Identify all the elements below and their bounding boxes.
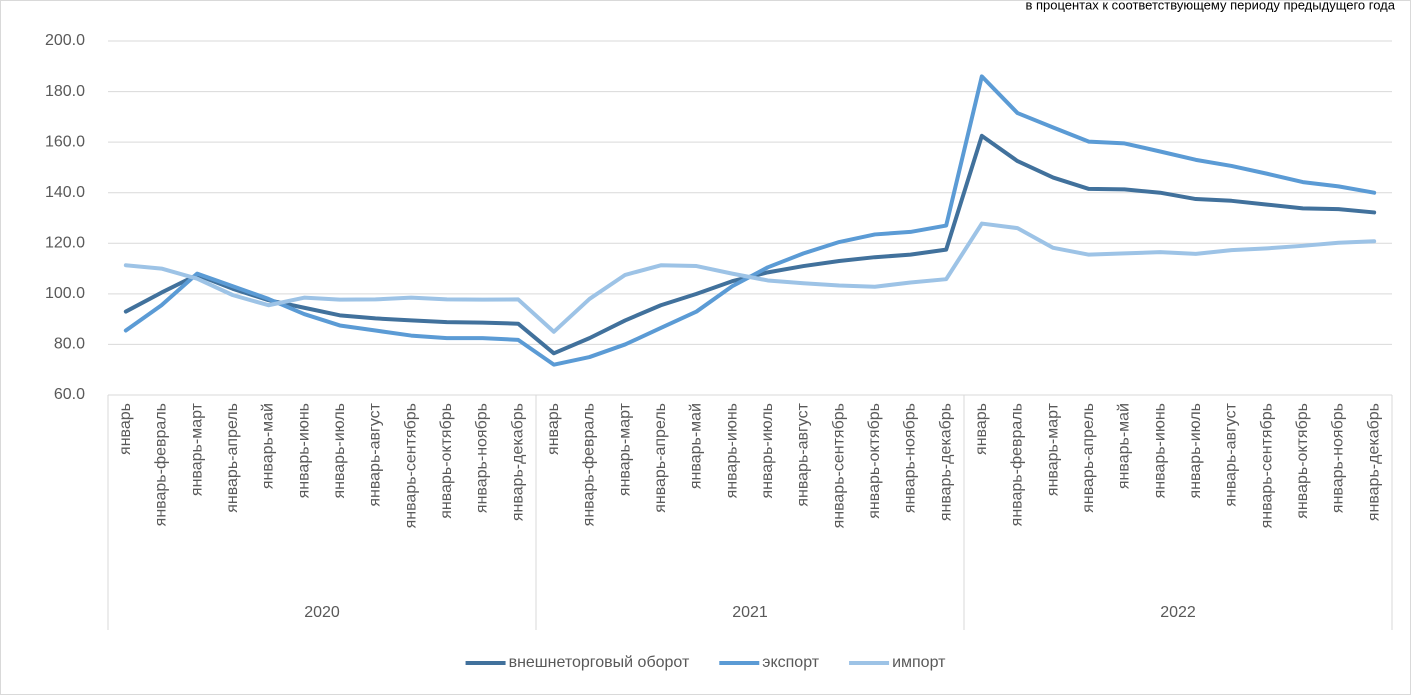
y-tick-label: 120.0 bbox=[45, 235, 85, 252]
group-label: 2021 bbox=[732, 604, 768, 621]
x-tick-label: январь bbox=[973, 403, 990, 455]
x-tick-label: январь-октябрь bbox=[1294, 403, 1311, 519]
x-tick-label: январь-август bbox=[1223, 402, 1240, 506]
y-tick-label: 80.0 bbox=[54, 336, 85, 353]
group-label: 2020 bbox=[304, 604, 340, 621]
x-tick-label: январь-август bbox=[367, 402, 384, 506]
x-tick-label: январь-март bbox=[1044, 402, 1061, 496]
x-tick-label: январь-апрель bbox=[652, 403, 669, 513]
x-tick-label: январь-сентябрь bbox=[1258, 403, 1275, 528]
group-label: 2022 bbox=[1160, 604, 1196, 621]
x-tick-label: январь-апрель bbox=[224, 403, 241, 513]
y-tick-label: 140.0 bbox=[45, 184, 85, 201]
x-tick-label: январь-ноябрь bbox=[902, 403, 919, 513]
y-tick-label: 200.0 bbox=[45, 32, 85, 49]
x-tick-label: январь-август bbox=[795, 402, 812, 506]
x-tick-label: январь bbox=[545, 403, 562, 455]
x-tick-label: январь-ноябрь bbox=[474, 403, 491, 513]
x-tick-label: январь-апрель bbox=[1080, 403, 1097, 513]
x-tick-label: январь-октябрь bbox=[866, 403, 883, 519]
x-tick-label: январь bbox=[117, 403, 134, 455]
x-tick-label: январь-февраль bbox=[581, 403, 598, 526]
x-tick-label: январь-февраль bbox=[153, 403, 170, 526]
y-tick-label: 160.0 bbox=[45, 133, 85, 150]
x-tick-label: январь-февраль bbox=[1009, 403, 1026, 526]
x-tick-label: январь-июнь bbox=[1151, 403, 1168, 498]
series-line bbox=[123, 221, 1377, 334]
x-tick-label: январь-май bbox=[260, 403, 277, 489]
x-tick-label: январь-декабрь bbox=[937, 403, 954, 521]
x-tick-label: январь-июнь bbox=[295, 403, 312, 498]
y-tick-label: 180.0 bbox=[45, 83, 85, 100]
x-tick-label: январь-март bbox=[188, 402, 205, 496]
x-tick-label: январь-декабрь bbox=[1365, 403, 1382, 521]
x-tick-label: январь-сентябрь bbox=[830, 403, 847, 528]
x-tick-label: январь-май bbox=[1116, 403, 1133, 489]
x-tick-label: январь-сентябрь bbox=[402, 403, 419, 528]
x-tick-label: январь-октябрь bbox=[438, 403, 455, 519]
legend-label: импорт bbox=[892, 654, 946, 671]
x-tick-label: январь-май bbox=[688, 403, 705, 489]
x-tick-label: январь-июль bbox=[331, 403, 348, 499]
x-tick-label: январь-июнь bbox=[723, 403, 740, 498]
legend-label: экспорт bbox=[762, 654, 819, 671]
legend-label: внешнеторговый оборот bbox=[509, 654, 690, 671]
chart-subtitle: в процентах к соответствующему периоду п… bbox=[1025, 0, 1395, 12]
x-tick-label: январь-июль bbox=[1187, 403, 1204, 499]
x-tick-label: январь-март bbox=[616, 402, 633, 496]
x-tick-label: январь-декабрь bbox=[509, 403, 526, 521]
x-tick-label: январь-ноябрь bbox=[1330, 403, 1347, 513]
y-tick-label: 60.0 bbox=[54, 386, 85, 403]
x-tick-label: январь-июль bbox=[759, 403, 776, 499]
y-tick-label: 100.0 bbox=[45, 285, 85, 302]
